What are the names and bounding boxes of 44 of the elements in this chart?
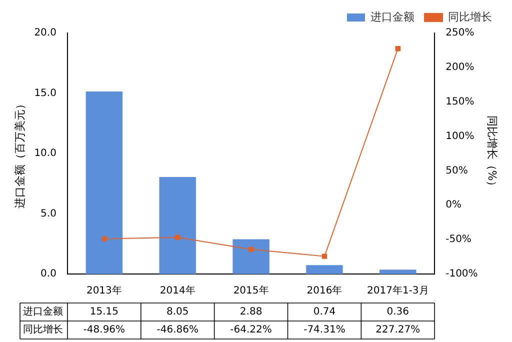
point xyxy=(248,246,254,252)
y2-tick-label: 50% xyxy=(446,165,468,176)
bar xyxy=(380,270,416,274)
data-label: 15.15 xyxy=(90,306,118,318)
y2-tick-label: 250% xyxy=(446,28,474,39)
data-label: 0.74 xyxy=(313,306,336,318)
y-tick-label: 10.0 xyxy=(34,148,56,160)
point xyxy=(395,46,401,52)
data-label: 227.27% xyxy=(376,324,420,336)
legend-label: 同比增长 xyxy=(448,10,492,24)
bar xyxy=(306,265,343,274)
bar xyxy=(86,91,123,274)
y2-tick-label: -100% xyxy=(446,268,478,280)
point xyxy=(102,236,107,242)
y2-tick-label: 150% xyxy=(446,96,474,108)
data-label: 0.36 xyxy=(386,306,410,318)
text: 同比增长 xyxy=(23,324,63,336)
y-tick-label: 0.0 xyxy=(40,268,56,280)
data-label: 2.88 xyxy=(240,306,262,318)
text: 进口金额 xyxy=(23,306,63,318)
y2-tick-label: -50% xyxy=(446,234,472,246)
x-tick-label: 2015年 xyxy=(233,284,269,297)
x-tick-label: 2016年 xyxy=(306,284,342,297)
data-label: 8.05 xyxy=(166,306,189,318)
y2-axis-title: 同比增长（%） xyxy=(486,115,499,192)
x-tick-label: 2013年 xyxy=(86,284,122,297)
y2-tick-label: 100% xyxy=(446,130,474,142)
data-label: -74.31% xyxy=(304,324,346,336)
data-label: -46.86% xyxy=(156,324,198,336)
point xyxy=(174,234,180,240)
y-tick-label: 15.0 xyxy=(34,88,56,99)
y-tick-label: 20.0 xyxy=(34,28,56,39)
y2-tick-label: 0% xyxy=(446,200,462,211)
bar xyxy=(159,177,196,274)
bar xyxy=(232,239,270,274)
legend-label: 进口金额 xyxy=(370,10,414,24)
y-axis-title: 进口金额（百万美元） xyxy=(13,98,26,208)
point xyxy=(322,254,328,259)
x-tick-label: 2017年1-3月 xyxy=(366,284,429,297)
x-tick-label: 2014年 xyxy=(160,284,196,297)
y-tick-label: 5.0 xyxy=(40,208,56,220)
data-label: -48.96% xyxy=(83,324,126,336)
y2-tick-label: 200% xyxy=(446,62,474,74)
data-label: -64.22% xyxy=(230,324,272,336)
